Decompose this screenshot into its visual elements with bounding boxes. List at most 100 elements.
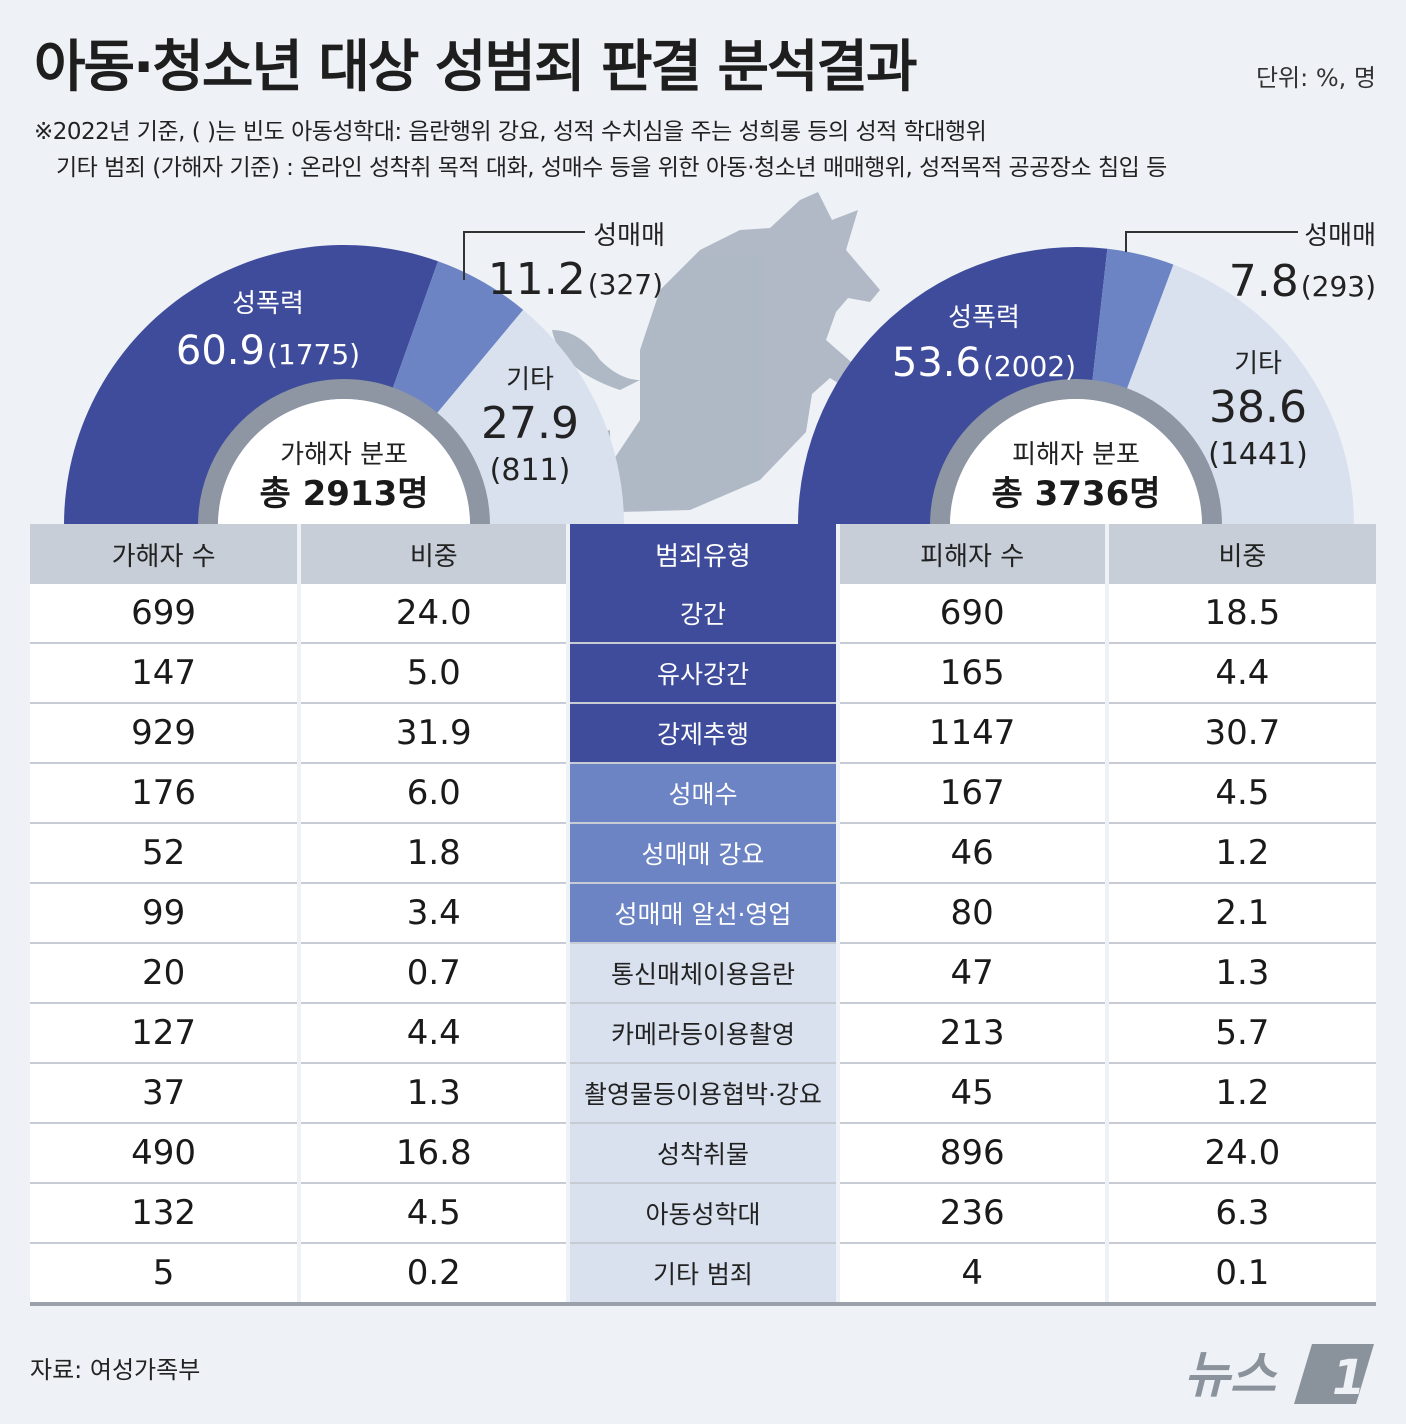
header-offender-count: 가해자 수 bbox=[30, 524, 302, 584]
victim-share-cell: 6.3 bbox=[1106, 1182, 1376, 1243]
offender-share-cell: 4.4 bbox=[299, 1002, 571, 1063]
crime-type-cell: 촬영물등이용협박·강요 bbox=[568, 1062, 840, 1123]
victim-count-cell: 47 bbox=[837, 942, 1109, 1003]
slice-count: (1775) bbox=[267, 338, 360, 371]
crime-type-cell: 카메라등이용촬영 bbox=[568, 1002, 840, 1063]
offender-share-cell: 24.0 bbox=[299, 584, 571, 643]
slice-name-label: 성매매 bbox=[1304, 221, 1376, 251]
crime-type-cell: 기타 범죄 bbox=[568, 1242, 840, 1306]
slice-value-label: 60.9(1775) bbox=[176, 328, 360, 374]
table-row: 176 6.0 성매수 167 4.5 bbox=[30, 762, 1376, 823]
page-title: 아동·청소년 대상 성범죄 판결 분석결과 bbox=[34, 35, 918, 100]
victim-share-cell: 4.4 bbox=[1106, 642, 1376, 703]
donut-slice bbox=[64, 245, 439, 525]
header-victim-share: 비중 bbox=[1106, 524, 1376, 584]
slice-name-label: 기타 bbox=[1234, 349, 1282, 379]
crime-type-cell: 강제추행 bbox=[568, 702, 840, 763]
logo-text: 뉴스 bbox=[1184, 1346, 1278, 1404]
donut-total: 총 3736명 bbox=[991, 474, 1160, 514]
offender-count-cell: 699 bbox=[30, 584, 302, 643]
offender-share-cell: 16.8 bbox=[299, 1122, 571, 1183]
victim-share-cell: 30.7 bbox=[1106, 702, 1376, 763]
slice-value-label: 53.6(2002) bbox=[892, 340, 1076, 386]
victim-count-cell: 167 bbox=[837, 762, 1109, 823]
slice-count: (811) bbox=[490, 453, 571, 488]
leader-line bbox=[1125, 231, 1298, 252]
donut-slice bbox=[391, 261, 524, 418]
leader-line bbox=[463, 231, 585, 280]
victim-donut: 피해자 분포총 3736명성폭력53.6(2002)성매매7.8(293)기타3… bbox=[798, 221, 1376, 525]
header-victim-count: 피해자 수 bbox=[837, 524, 1109, 584]
slice-value-label: 38.6 bbox=[1209, 382, 1307, 433]
offender-share-cell: 6.0 bbox=[299, 762, 571, 823]
logo-badge bbox=[1294, 1344, 1374, 1404]
offender-share-cell: 0.7 bbox=[299, 942, 571, 1003]
offender-count-cell: 147 bbox=[30, 642, 302, 703]
victim-count-cell: 1147 bbox=[837, 702, 1109, 763]
crime-type-cell: 유사강간 bbox=[568, 642, 840, 703]
table-row: 127 4.4 카메라등이용촬영 213 5.7 bbox=[30, 1002, 1376, 1063]
offender-count-cell: 132 bbox=[30, 1182, 302, 1243]
slice-count: (2002) bbox=[983, 350, 1076, 383]
crime-type-cell: 아동성학대 bbox=[568, 1182, 840, 1243]
table-row: 929 31.9 강제추행 1147 30.7 bbox=[30, 702, 1376, 763]
slice-name-label: 성매매 bbox=[593, 221, 665, 251]
slice-value: 11.2 bbox=[488, 254, 586, 305]
victim-count-cell: 46 bbox=[837, 822, 1109, 883]
table-header-row: 가해자 수 비중 범죄유형 피해자 수 비중 bbox=[30, 524, 1376, 584]
slice-value: 53.6 bbox=[892, 340, 981, 386]
slice-count: (293) bbox=[1301, 270, 1376, 303]
inner-ring bbox=[198, 379, 490, 525]
offender-count-cell: 490 bbox=[30, 1122, 302, 1183]
slice-count: (1441) bbox=[1208, 437, 1308, 472]
crime-type-cell: 성착취물 bbox=[568, 1122, 840, 1183]
donut-slice bbox=[1125, 264, 1354, 525]
victim-share-cell: 24.0 bbox=[1106, 1122, 1376, 1183]
offender-count-cell: 37 bbox=[30, 1062, 302, 1123]
table-row: 20 0.7 통신매체이용음란 47 1.3 bbox=[30, 942, 1376, 1003]
offender-share-cell: 0.2 bbox=[299, 1242, 571, 1306]
offender-count-cell: 127 bbox=[30, 1002, 302, 1063]
crime-type-cell: 통신매체이용음란 bbox=[568, 942, 840, 1003]
news1-logo: 뉴스 1 bbox=[1184, 1344, 1374, 1406]
victim-share-cell: 0.1 bbox=[1106, 1242, 1376, 1306]
source-label: 자료: 여성가족부 bbox=[30, 1356, 201, 1384]
victim-count-cell: 236 bbox=[837, 1182, 1109, 1243]
victim-share-cell: 1.2 bbox=[1106, 822, 1376, 883]
table-row: 52 1.8 성매매 강요 46 1.2 bbox=[30, 822, 1376, 883]
crime-type-cell: 성매매 강요 bbox=[568, 822, 840, 883]
victim-count-cell: 213 bbox=[837, 1002, 1109, 1063]
inner-ring bbox=[930, 379, 1222, 525]
slice-value: 38.6 bbox=[1209, 382, 1307, 433]
victim-count-cell: 690 bbox=[837, 584, 1109, 643]
victim-share-cell: 18.5 bbox=[1106, 584, 1376, 643]
unit-label: 단위: %, 명 bbox=[1255, 64, 1376, 92]
offender-count-cell: 176 bbox=[30, 762, 302, 823]
donut-slice bbox=[433, 309, 624, 525]
table-row: 99 3.4 성매매 알선·영업 80 2.1 bbox=[30, 882, 1376, 943]
offender-share-cell: 5.0 bbox=[299, 642, 571, 703]
offender-count-cell: 99 bbox=[30, 882, 302, 943]
donut-title: 가해자 분포 bbox=[280, 440, 408, 470]
donut-charts: 가해자 분포총 2913명성폭력60.9(1775)성매매11.2(327)기타… bbox=[64, 192, 1376, 525]
offender-count-cell: 20 bbox=[30, 942, 302, 1003]
donut-slice bbox=[798, 247, 1108, 525]
slice-count: (327) bbox=[588, 268, 663, 301]
crime-type-cell: 성매수 bbox=[568, 762, 840, 823]
slice-value: 7.8 bbox=[1229, 256, 1299, 307]
victim-share-cell: 5.7 bbox=[1106, 1002, 1376, 1063]
crime-type-cell: 강간 bbox=[568, 584, 840, 643]
victim-count-cell: 896 bbox=[837, 1122, 1109, 1183]
table-row: 490 16.8 성착취물 896 24.0 bbox=[30, 1122, 1376, 1183]
donut-hole bbox=[950, 399, 1202, 525]
offender-count-cell: 52 bbox=[30, 822, 302, 883]
victim-share-cell: 1.3 bbox=[1106, 942, 1376, 1003]
slice-value-label: 7.8(293) bbox=[1229, 256, 1376, 307]
header-crime-type: 범죄유형 bbox=[568, 524, 840, 584]
victim-count-cell: 80 bbox=[837, 882, 1109, 943]
note-line-1: ※2022년 기준, ( )는 빈도 아동성학대: 음란행위 강요, 성적 수치… bbox=[34, 119, 987, 145]
donut-title: 피해자 분포 bbox=[1012, 440, 1140, 470]
victim-share-cell: 2.1 bbox=[1106, 882, 1376, 943]
offender-share-cell: 4.5 bbox=[299, 1182, 571, 1243]
